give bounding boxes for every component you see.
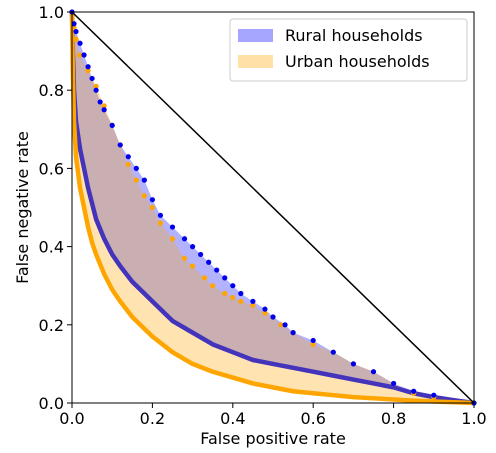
upper-point-urban — [77, 52, 83, 58]
x-axis-label: False positive rate — [200, 429, 346, 448]
legend-label-rural: Rural households — [285, 26, 423, 45]
x-tick-label: 0.4 — [220, 409, 245, 428]
upper-point-rural — [149, 197, 155, 203]
axes-frame — [71, 11, 475, 404]
axes: 0.0 0.2 0.4 0.6 0.8 1.0 0.0 0.2 0.4 0.6 0.8 1.0 Fals… — [13, 3, 487, 448]
band-rural — [72, 12, 474, 403]
upper-point-urban — [202, 275, 208, 281]
upper-point-urban — [157, 220, 164, 226]
x-tick-label: 0.0 — [59, 409, 84, 428]
diagonal-line — [71, 11, 475, 404]
upper-point-rural — [214, 267, 220, 273]
upper-point-rural — [310, 337, 316, 344]
upper-point-urban — [222, 290, 228, 297]
upper-point-rural — [270, 314, 276, 320]
upper-point-rural — [77, 40, 83, 46]
upper-point-urban — [230, 294, 236, 301]
upper-point-urban — [210, 283, 216, 289]
y-tick-label: 0.6 — [39, 159, 64, 178]
upper-point-rural — [71, 21, 77, 27]
upper-point-rural — [198, 251, 204, 258]
legend-swatch-rural — [238, 29, 273, 42]
y-tick-label: 0.8 — [39, 81, 64, 100]
upper-point-urban — [73, 36, 79, 42]
upper-point-rural — [431, 392, 437, 398]
upper-point-urban — [262, 310, 268, 316]
x-tick-label: 0.8 — [381, 409, 406, 428]
upper-point-urban — [181, 255, 188, 261]
upper-point-rural — [101, 107, 107, 113]
upper-point-rural — [73, 28, 79, 35]
upper-point-rural — [206, 259, 212, 265]
upper-point-rural — [411, 388, 417, 394]
upper-point-urban — [93, 83, 99, 89]
upper-point-rural — [290, 330, 296, 336]
upper-point-rural — [238, 290, 244, 297]
upper-point-urban — [278, 322, 284, 328]
upper-point-rural — [181, 236, 188, 242]
upper-point-urban — [169, 236, 176, 242]
legend-box — [229, 18, 468, 82]
lower-line-rural — [69, 9, 477, 406]
upper-point-rural — [89, 75, 95, 82]
upper-point-urban — [310, 341, 316, 347]
y-tick-label: 0.2 — [39, 316, 64, 335]
upper-point-urban — [250, 302, 256, 308]
y-tick-label: 0.4 — [39, 238, 64, 257]
upper-point-rural — [169, 224, 176, 230]
x-tick-label: 0.2 — [140, 409, 165, 428]
upper-point-rural — [230, 283, 236, 289]
upper-point-rural — [330, 349, 336, 355]
upper-point-rural — [350, 361, 356, 367]
x-tick-label: 1.0 — [461, 409, 486, 428]
upper-point-rural — [250, 298, 256, 304]
lower-line-urban — [69, 9, 477, 406]
legend-label-urban: Urban households — [285, 52, 430, 71]
upper-point-urban — [149, 204, 155, 211]
upper-point-rural — [391, 380, 397, 387]
legend-swatch-urban — [238, 55, 273, 68]
legend: Rural households Urban households — [229, 18, 468, 82]
y-tick-label: 0.0 — [39, 394, 64, 413]
upper-point-urban — [125, 161, 131, 168]
upper-point-urban — [85, 68, 91, 74]
upper-point-rural — [81, 52, 87, 58]
y-tick-label: 1.0 — [39, 3, 64, 22]
upper-point-urban — [101, 103, 107, 109]
upper-point-rural — [370, 369, 377, 375]
upper-point-rural — [190, 244, 196, 250]
upper-point-rural — [222, 275, 228, 281]
upper-point-urban — [133, 177, 139, 183]
upper-point-rural — [93, 87, 99, 93]
upper-point-urban — [190, 263, 196, 269]
series-layer — [69, 9, 477, 406]
upper-point-rural — [157, 212, 164, 218]
upper-point-urban — [141, 193, 147, 199]
upper-point-rural — [141, 177, 147, 183]
upper-point-rural — [282, 322, 288, 328]
upper-point-rural — [97, 99, 103, 105]
band-urban — [72, 12, 474, 403]
upper-point-urban — [71, 25, 77, 31]
x-tick-label: 0.6 — [300, 409, 325, 428]
upper-point-rural — [109, 122, 115, 128]
upper-point-rural — [125, 154, 131, 160]
y-axis-label: False negative rate — [13, 131, 32, 284]
upper-point-rural — [85, 64, 91, 70]
upper-point-rural — [133, 165, 139, 171]
upper-point-rural — [117, 142, 123, 148]
upper-point-urban — [238, 298, 244, 304]
upper-point-rural — [262, 306, 268, 312]
